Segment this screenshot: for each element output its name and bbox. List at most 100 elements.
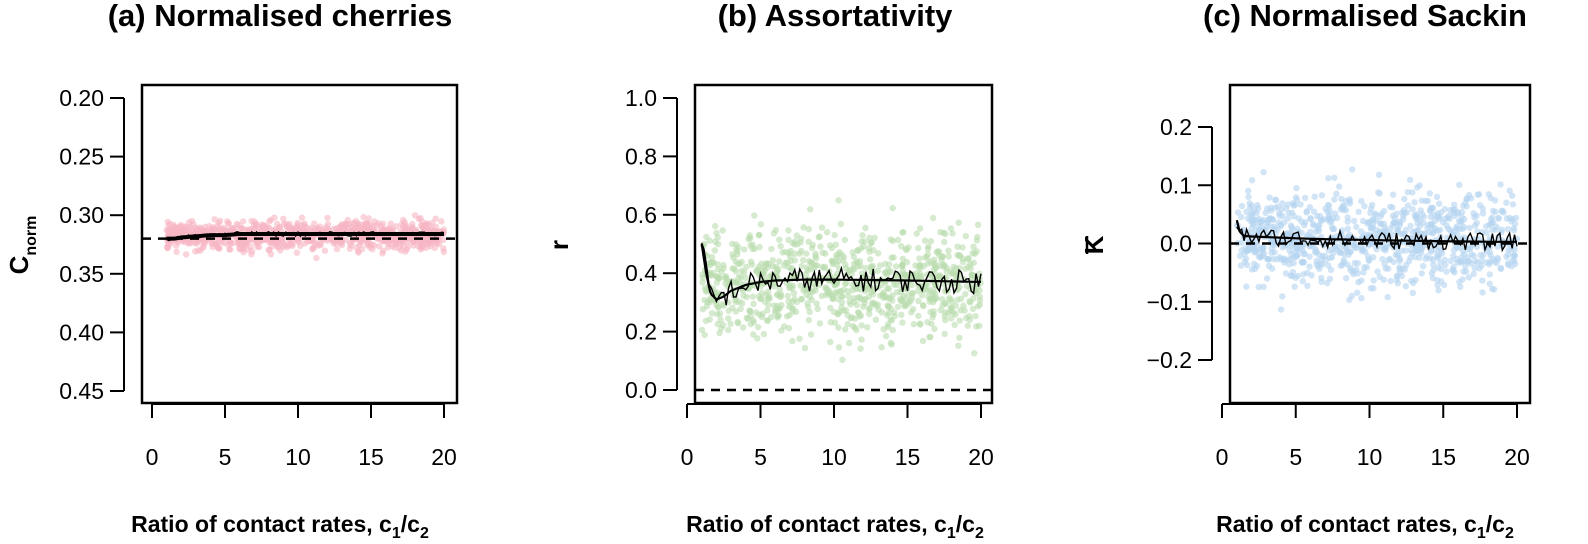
data-point bbox=[1389, 221, 1397, 229]
data-point bbox=[1437, 226, 1444, 234]
data-point bbox=[758, 313, 766, 321]
data-point bbox=[932, 264, 940, 271]
data-point bbox=[883, 332, 890, 340]
data-point bbox=[1414, 220, 1421, 227]
data-point bbox=[708, 272, 715, 279]
data-point bbox=[956, 334, 963, 341]
data-point bbox=[839, 257, 847, 264]
data-point bbox=[1389, 191, 1397, 198]
data-point bbox=[1338, 195, 1345, 203]
data-point bbox=[1306, 263, 1313, 270]
panel-c: (c) Normalised Sackin 0 5 10 15 20 Ratio of co… bbox=[1079, 0, 1532, 542]
data-point bbox=[1370, 277, 1377, 284]
x-tick-label: 20 bbox=[431, 444, 457, 470]
data-point bbox=[927, 258, 934, 265]
y-axis-label: K bbox=[1079, 235, 1109, 254]
data-point bbox=[1443, 222, 1450, 229]
data-point bbox=[950, 263, 957, 271]
data-point bbox=[747, 234, 754, 242]
data-point bbox=[338, 241, 346, 249]
data-point bbox=[1367, 285, 1375, 292]
data-point bbox=[909, 290, 916, 297]
data-point bbox=[893, 263, 900, 270]
data-point bbox=[929, 214, 937, 222]
data-point bbox=[1420, 219, 1427, 227]
data-point bbox=[941, 312, 948, 320]
data-point bbox=[841, 236, 849, 244]
data-point bbox=[706, 316, 713, 323]
data-point bbox=[1490, 219, 1497, 226]
data-point bbox=[1238, 213, 1245, 221]
data-point bbox=[1375, 171, 1383, 178]
plot-frame bbox=[693, 83, 994, 405]
data-point bbox=[1324, 201, 1332, 209]
data-point bbox=[1474, 191, 1482, 198]
data-point bbox=[850, 298, 858, 305]
data-point bbox=[725, 326, 732, 334]
data-point bbox=[919, 337, 927, 345]
data-point bbox=[1279, 293, 1286, 300]
data-point bbox=[1434, 282, 1441, 289]
data-point bbox=[970, 243, 977, 250]
data-point bbox=[1456, 181, 1463, 188]
data-point bbox=[789, 337, 796, 345]
data-point bbox=[822, 250, 829, 257]
scatter-points bbox=[698, 197, 984, 363]
data-point bbox=[1390, 258, 1397, 266]
data-point bbox=[1460, 224, 1468, 231]
data-point bbox=[1288, 224, 1295, 231]
data-point bbox=[418, 242, 425, 250]
data-point bbox=[1470, 252, 1477, 260]
data-point bbox=[915, 312, 922, 320]
data-point bbox=[1479, 277, 1486, 284]
data-point bbox=[943, 268, 950, 275]
data-point bbox=[916, 271, 924, 278]
data-point bbox=[765, 301, 772, 308]
data-point bbox=[941, 330, 948, 338]
data-point bbox=[948, 315, 955, 322]
data-point bbox=[701, 296, 708, 304]
data-point bbox=[1451, 227, 1459, 234]
data-point bbox=[806, 257, 813, 265]
data-point bbox=[712, 222, 719, 230]
data-point bbox=[856, 294, 864, 301]
data-point bbox=[1470, 270, 1477, 278]
noisy-mean-line bbox=[701, 242, 982, 306]
data-point bbox=[1494, 243, 1501, 250]
data-point bbox=[262, 236, 269, 243]
x-tick-label: 20 bbox=[968, 444, 994, 470]
data-point bbox=[894, 303, 902, 311]
data-point bbox=[1392, 251, 1399, 259]
y-tick-label: −0.2 bbox=[1147, 347, 1192, 373]
data-point bbox=[1327, 266, 1335, 273]
panel-b: (b) Assortativity 0 5 10 15 20 Ratio of contac… bbox=[544, 0, 994, 542]
x-axis-label: Ratio of contact rates, c1/c2 bbox=[686, 511, 984, 542]
x-tick-label: 10 bbox=[285, 444, 311, 470]
data-point bbox=[1422, 255, 1429, 263]
data-point bbox=[899, 267, 906, 274]
data-point bbox=[774, 312, 782, 320]
data-point bbox=[438, 218, 445, 225]
data-point bbox=[956, 317, 963, 324]
data-point bbox=[945, 247, 952, 254]
data-point bbox=[1281, 255, 1288, 262]
data-point bbox=[715, 304, 722, 311]
data-point bbox=[959, 244, 966, 251]
data-point bbox=[824, 229, 831, 236]
data-point bbox=[770, 230, 778, 237]
data-point bbox=[835, 324, 842, 331]
data-point bbox=[769, 257, 776, 264]
data-point bbox=[1345, 251, 1352, 258]
data-point bbox=[274, 243, 282, 251]
data-point bbox=[1486, 280, 1493, 287]
data-point bbox=[1403, 261, 1410, 269]
data-point bbox=[265, 246, 272, 254]
data-point bbox=[1258, 218, 1265, 225]
data-point bbox=[1241, 245, 1249, 252]
y-tick-label: 0.8 bbox=[625, 143, 657, 169]
data-point bbox=[969, 305, 977, 313]
data-point bbox=[409, 224, 416, 231]
data-point bbox=[842, 280, 849, 288]
data-point bbox=[816, 320, 824, 327]
data-point bbox=[1381, 260, 1388, 268]
